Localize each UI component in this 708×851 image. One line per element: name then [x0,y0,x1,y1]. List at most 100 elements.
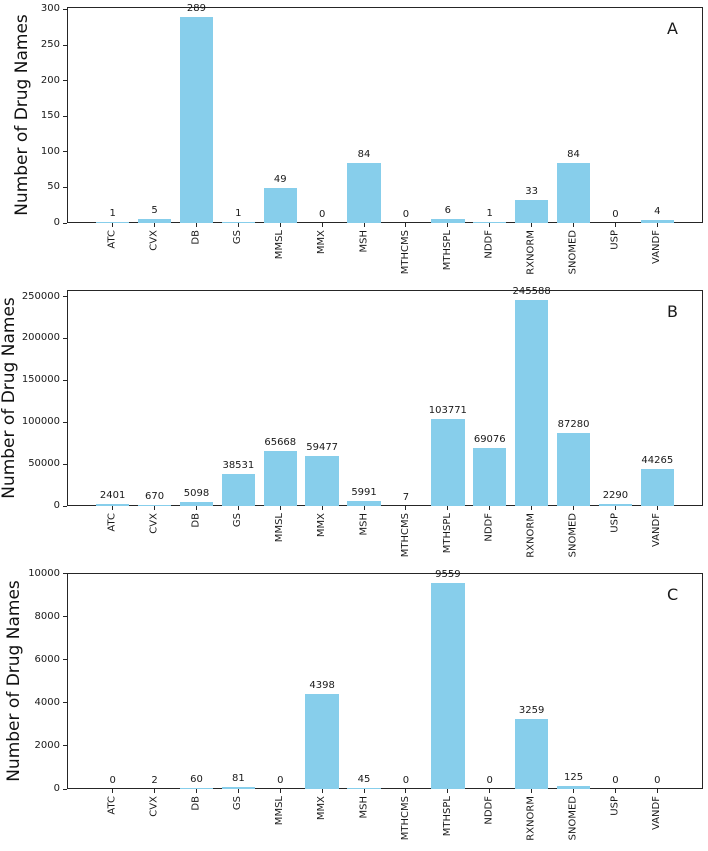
bar-value-label-mmsl: 0 [277,775,284,786]
x-tick-mark [195,223,197,227]
x-tick-mark [489,789,491,793]
x-tick-mark [195,789,197,793]
x-tick-mark [656,223,658,227]
bar-value-label-mmx: 4398 [309,680,335,692]
bar-value-label-gs: 81 [231,773,245,785]
x-tick-mark [405,223,407,227]
bar-value-label-usp: 0 [612,209,619,220]
y-tick-label: 2000 [34,739,60,751]
x-tick-label-text: SNOMED [567,513,579,558]
x-tick-mark [363,506,365,510]
bar-msh [347,788,381,789]
bar-value-label-mthcms: 0 [402,775,410,786]
bar-mthspl [431,583,465,789]
y-tick-label: 0 [53,500,60,511]
bar-value-label-gs: 38531 [222,459,255,471]
chart-panel-a: Number of Drug Names A 0 50 100 150 200 250 300 1… [0,0,708,283]
bar-value-label-mthspl: 9559 [435,569,461,581]
bar-snomed [556,432,591,506]
y-tick-mark [63,151,67,153]
y-tick-label: 250000 [21,290,60,302]
x-tick-mark [279,506,281,510]
x-tick-label-text: USP [609,230,621,250]
y-tick-label: 100000 [21,416,60,428]
bar-cvx [137,505,172,506]
bar-value-label-mthcms: 0 [402,209,410,220]
bar-value-label-snomed: 125 [563,772,584,784]
x-tick-mark [614,223,616,227]
y-tick-mark [63,296,67,298]
bar-gs [221,787,256,789]
y-tick-mark [63,505,67,507]
x-tick-mark [279,223,281,227]
bar-value-label-db: 289 [186,3,206,15]
bar-value-label-db: 60 [190,773,203,785]
y-tick-label: 150 [40,110,60,122]
bar-db [179,501,214,506]
x-tick-mark [237,506,239,510]
y-tick-label: 250 [40,39,60,51]
bar-value-label-snomed: 84 [567,149,580,161]
bar-usp [598,504,633,506]
x-tick-mark [363,789,365,793]
bar-value-label-rxnorm: 245588 [512,286,551,298]
x-tick-mark [614,789,616,793]
bar-rxnorm [514,199,549,223]
chart-panel-b: Number of Drug Names B 0 50000 100000 150000 2… [0,283,708,566]
x-tick-mark [531,506,533,510]
bar-value-label-mmsl: 49 [273,174,287,186]
bar-value-label-mmx: 0 [318,209,326,220]
y-tick-label: 150000 [21,374,60,386]
bar-value-label-cvx: 2 [151,774,158,786]
y-tick-label: 0 [53,217,60,228]
x-tick-mark [321,789,323,793]
bar-value-label-mthspl: 103771 [428,405,467,417]
bar-vandf [640,220,675,223]
panel-letter: B [667,302,678,321]
x-tick-mark [656,789,658,793]
y-tick-mark [63,421,67,423]
x-tick-label-text: NDDF [483,230,495,259]
bar-value-label-gs: 1 [235,208,242,220]
y-tick-mark [63,80,67,82]
y-tick-mark [63,222,67,224]
bar-gs [221,473,256,506]
bar-value-label-mthspl: 6 [444,204,452,216]
bar-snomed [556,786,591,789]
x-tick-label-text: MMSL [274,796,286,826]
bar-cvx [137,219,172,223]
x-tick-mark [112,789,114,793]
x-tick-mark [321,223,323,227]
y-tick-mark [63,573,67,575]
x-tick-label-text: DB [190,513,202,528]
bar-vandf [640,468,675,506]
bar-value-label-cvx: 670 [145,491,165,503]
x-tick-label-text: CVX [148,796,160,817]
x-tick-label-text: MMSL [274,230,286,260]
x-tick-label-text: DB [190,796,202,811]
x-tick-label-text: SNOMED [567,230,579,275]
x-tick-label-text: MMX [316,513,328,538]
bar-value-label-rxnorm: 3259 [518,704,545,716]
bar-msh [347,500,381,506]
y-tick-mark [63,702,67,704]
y-tick-label: 50 [47,181,60,193]
x-tick-label-text: GS [232,513,244,528]
y-tick-label: 300 [40,3,60,15]
bar-rxnorm [514,718,549,789]
y-tick-mark [63,186,67,188]
y-tick-mark [63,115,67,117]
x-tick-label-text: MSH [358,796,370,819]
y-tick-label: 0 [53,783,60,794]
x-tick-mark [154,223,156,227]
x-tick-label-text: MTHCMS [399,230,411,275]
bar-value-label-msh: 84 [357,149,371,161]
y-tick-label: 10000 [28,567,60,579]
x-tick-label-text: MTHSPL [441,513,453,554]
bar-value-label-mthcms: 7 [402,491,410,503]
bar-gs [221,222,256,223]
x-tick-mark [237,789,239,793]
y-axis-label: Number of Drug Names [0,297,19,499]
x-tick-mark [489,506,491,510]
